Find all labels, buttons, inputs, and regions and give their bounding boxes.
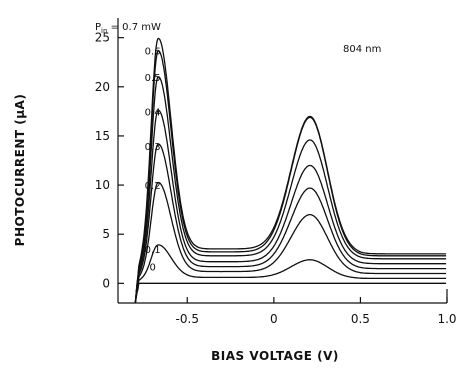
power-label-prefix: P xyxy=(95,22,101,33)
curve-label-0-3: 0.3 xyxy=(145,142,161,153)
y-tick-label: 10 xyxy=(95,178,110,192)
x-axis-title: BIAS VOLTAGE (V) xyxy=(211,349,339,363)
series-curve-0-3 xyxy=(134,143,447,304)
y-axis-title: PHOTOCURRENT (μA) xyxy=(13,94,27,247)
curve-label-0-1: 0.1 xyxy=(145,245,161,256)
power-label: Pin = 0.7 mW xyxy=(95,22,161,35)
series-curve-0-4 xyxy=(134,109,447,304)
y-tick-label: 25 xyxy=(95,31,110,45)
power-label-unit: mW xyxy=(141,22,161,33)
series-curve-0 xyxy=(134,282,447,304)
wavelength-annotation: 804 nm xyxy=(343,44,381,55)
plot-frame xyxy=(117,18,448,304)
x-ticks: -0.5 0 0.5 1.0 xyxy=(176,297,457,326)
power-label-sub: in xyxy=(101,27,107,35)
x-tick-label: 1.0 xyxy=(437,312,456,326)
y-tick-label: 5 xyxy=(102,227,110,241)
series-curve-0-2 xyxy=(134,181,447,304)
curve-label-0: 0 xyxy=(149,263,155,274)
series-curve-0-5 xyxy=(134,76,447,304)
y-tick-label: 15 xyxy=(95,129,110,143)
series-curve-0-6 xyxy=(134,50,447,304)
power-label-value: 0.7 xyxy=(122,22,138,33)
curves xyxy=(134,37,447,304)
y-ticks: 0 5 10 15 20 25 xyxy=(95,31,124,290)
curve-label-0-2: 0.2 xyxy=(145,181,161,192)
y-tick-label: 20 xyxy=(95,80,110,94)
series-curve-0-7 xyxy=(134,37,447,304)
curve-label-0-4: 0.4 xyxy=(145,107,161,118)
curve-labels: 0 0.1 0.2 0.3 0.4 0.5 0.6 xyxy=(145,47,161,274)
x-tick-label: 0 xyxy=(270,312,278,326)
x-tick-label: 0.5 xyxy=(351,312,370,326)
curve-label-0-5: 0.5 xyxy=(145,73,161,84)
x-tick-label: -0.5 xyxy=(176,312,199,326)
y-tick-label: 0 xyxy=(102,276,110,290)
series-curve-0-1 xyxy=(134,244,447,304)
curve-label-0-6: 0.6 xyxy=(145,47,161,58)
